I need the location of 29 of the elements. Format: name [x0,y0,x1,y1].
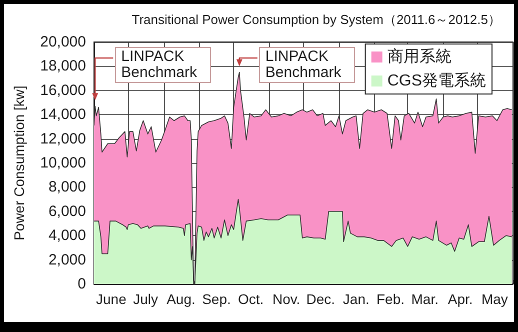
legend-label: 商用系統 [387,48,452,66]
y-tick-label: 12,000 [40,130,86,148]
y-tick-label: 8,000 [48,178,86,196]
x-tick-label: Sep. [202,291,231,307]
y-tick-label: 10,000 [40,154,86,172]
x-tick-label: Oct. [238,291,264,307]
y-tick-label: 2,000 [48,251,86,268]
y-tick-label: 18,000 [40,58,86,75]
x-tick-label: July [133,291,158,307]
x-tick-label: Nov. [272,291,300,307]
legend-label: CGS発電系統 [387,72,486,90]
x-tick-label: Dec. [306,291,336,307]
x-tick-label: Aug. [166,291,196,307]
x-tick-label: May [481,291,508,307]
y-axis-title: Power Consumption [kw] [11,86,27,240]
y-tick-label: 0 [78,276,86,292]
y-tick-label: 14,000 [40,106,86,124]
y-tick-label: 20,000 [40,34,86,50]
x-tick-label: Apr. [448,291,473,307]
y-tick-label: 4,000 [48,227,86,244]
x-tick-label: Mar. [411,291,438,307]
chart-title: Transitional Power Consumption by System（2011.6～2012.5） [132,12,502,27]
y-tick-label: 6,000 [48,202,86,220]
annotation: LINPACK Benchmark [115,47,212,83]
annotation: LINPACK Benchmark [259,47,356,83]
x-tick-label: Jan. [342,291,370,307]
x-tick-label: June [96,291,127,307]
y-tick-label: 16,000 [40,82,86,99]
x-tick-label: Feb. [376,291,405,307]
